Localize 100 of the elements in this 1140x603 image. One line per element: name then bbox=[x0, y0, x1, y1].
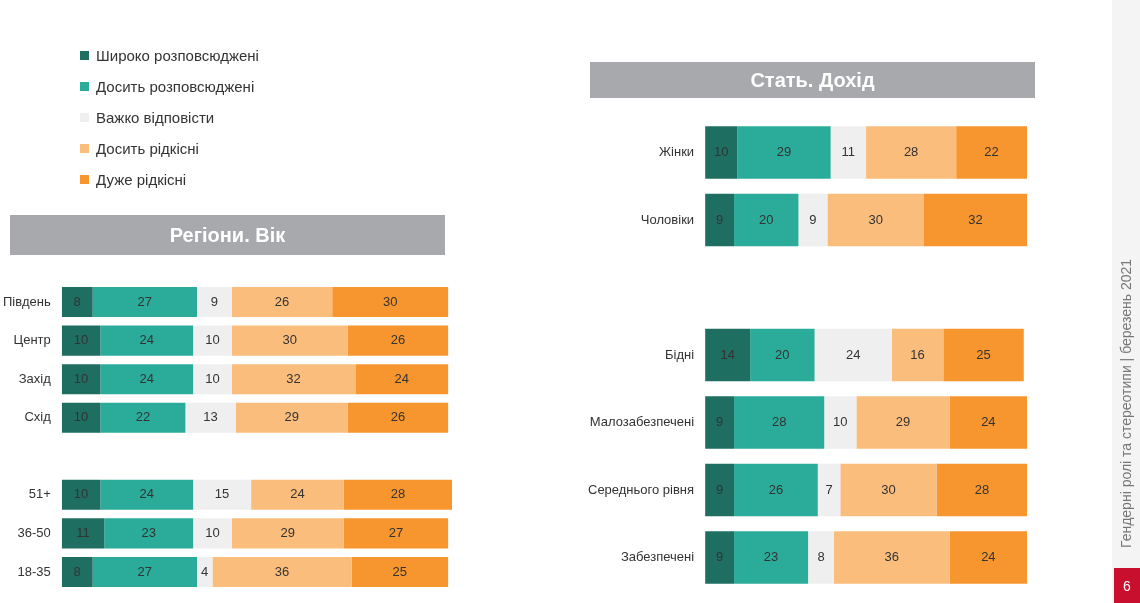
data-label: 20 bbox=[759, 211, 774, 227]
bar bbox=[61, 518, 105, 549]
data-label: 10 bbox=[73, 370, 89, 386]
data-label: 10 bbox=[73, 332, 89, 348]
data-label: 27 bbox=[137, 293, 153, 309]
bar bbox=[193, 479, 252, 510]
bar bbox=[61, 287, 93, 318]
bar bbox=[798, 193, 828, 247]
data-label: 10 bbox=[205, 524, 220, 540]
y-tick-label: Захід bbox=[18, 370, 52, 386]
bar bbox=[943, 328, 1024, 382]
y-tick-label: Південь bbox=[2, 293, 51, 309]
bar bbox=[949, 396, 1027, 449]
data-label: 11 bbox=[841, 144, 856, 160]
bar bbox=[355, 364, 449, 395]
data-label: 23 bbox=[141, 524, 156, 540]
bar bbox=[817, 463, 841, 517]
bar bbox=[824, 396, 857, 449]
legend-label: Широко розповсюджені bbox=[96, 47, 259, 64]
bar bbox=[343, 479, 452, 510]
bar bbox=[705, 328, 751, 382]
data-label: 7 bbox=[825, 481, 833, 497]
bar bbox=[231, 287, 333, 318]
bar bbox=[351, 556, 449, 587]
bar bbox=[100, 402, 186, 433]
y-tick-label: 36-50 bbox=[17, 524, 51, 540]
bar bbox=[705, 193, 735, 247]
data-label: 15 bbox=[214, 486, 230, 502]
bar bbox=[949, 531, 1027, 584]
data-label: 9 bbox=[210, 293, 218, 309]
bar bbox=[61, 364, 101, 395]
bar bbox=[193, 325, 232, 356]
data-label: 36 bbox=[274, 563, 290, 579]
bar bbox=[734, 396, 825, 449]
y-tick-label: Малозабезпечені bbox=[589, 414, 695, 430]
bar bbox=[235, 402, 348, 433]
data-label: 27 bbox=[388, 524, 404, 540]
data-label: 9 bbox=[715, 414, 724, 430]
data-label: 30 bbox=[881, 481, 896, 497]
bar bbox=[814, 328, 892, 382]
data-label: 28 bbox=[974, 481, 990, 497]
data-label: 30 bbox=[868, 211, 883, 227]
bar bbox=[833, 531, 950, 584]
bar bbox=[251, 479, 344, 510]
y-tick-label: Схід bbox=[24, 409, 52, 425]
data-label: 32 bbox=[968, 211, 983, 227]
y-tick-label: 18-35 bbox=[17, 563, 51, 579]
data-label: 10 bbox=[713, 144, 729, 160]
bar bbox=[705, 463, 735, 517]
bar bbox=[61, 402, 101, 433]
data-label: 14 bbox=[720, 346, 735, 362]
data-label: 8 bbox=[73, 563, 81, 579]
bar bbox=[750, 328, 815, 382]
legend-label: Важко відповісти bbox=[96, 109, 215, 126]
chart-title: Стать. Дохід bbox=[590, 62, 1035, 98]
data-label: 9 bbox=[715, 211, 724, 227]
bar bbox=[185, 402, 236, 433]
bar bbox=[100, 479, 194, 510]
bar bbox=[830, 126, 867, 179]
y-tick-label: Жінки bbox=[659, 144, 695, 160]
data-label: 10 bbox=[205, 370, 220, 386]
data-label: 23 bbox=[763, 549, 779, 565]
data-label: 9 bbox=[715, 549, 724, 565]
data-label: 20 bbox=[775, 346, 790, 362]
bar bbox=[104, 518, 194, 549]
data-label: 9 bbox=[715, 481, 724, 497]
data-label: 8 bbox=[817, 549, 825, 565]
data-label: 8 bbox=[73, 293, 81, 309]
bar bbox=[734, 463, 818, 517]
data-label: 24 bbox=[394, 370, 410, 386]
bar bbox=[808, 531, 834, 584]
bar bbox=[100, 364, 194, 395]
chart-title: Регіони. Вік bbox=[10, 215, 445, 255]
data-label: 10 bbox=[73, 409, 89, 425]
data-label: 10 bbox=[73, 486, 89, 502]
data-label: 25 bbox=[976, 346, 991, 362]
bar bbox=[212, 556, 352, 587]
y-tick-label: Чоловіки bbox=[640, 211, 695, 227]
data-label: 4 bbox=[201, 563, 209, 579]
legend-label: Досить розповсюджені bbox=[96, 78, 255, 95]
data-label: 29 bbox=[776, 144, 792, 160]
bar bbox=[92, 287, 197, 318]
data-label: 13 bbox=[203, 409, 218, 425]
data-label: 24 bbox=[139, 486, 154, 502]
data-label: 28 bbox=[903, 144, 919, 160]
data-label: 36 bbox=[884, 549, 900, 565]
bar bbox=[923, 193, 1027, 247]
bar bbox=[61, 556, 93, 587]
bar bbox=[856, 396, 950, 449]
data-label: 24 bbox=[981, 549, 996, 565]
data-label: 24 bbox=[845, 346, 861, 362]
bar bbox=[347, 325, 449, 356]
data-label: 26 bbox=[390, 409, 406, 425]
bar bbox=[100, 325, 194, 356]
y-tick-label: Середнього рівня bbox=[587, 481, 695, 497]
data-label: 10 bbox=[833, 414, 848, 430]
bar bbox=[193, 364, 232, 395]
data-label: 10 bbox=[205, 332, 220, 348]
y-tick-label: 51+ bbox=[28, 486, 51, 502]
data-label: 11 bbox=[76, 524, 90, 540]
